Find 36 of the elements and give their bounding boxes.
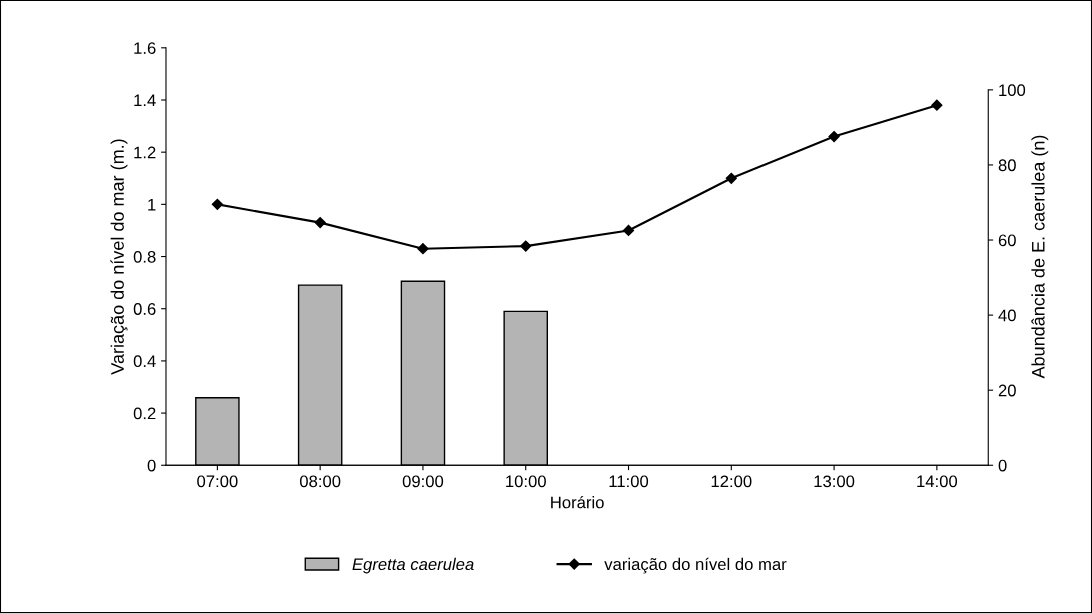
point <box>417 243 429 255</box>
point <box>314 217 326 229</box>
y-tick-label: 0.8 <box>133 250 156 263</box>
y-tick-label: 0.2 <box>133 407 156 420</box>
point <box>622 224 635 237</box>
y-tick-label: 1.2 <box>134 146 156 159</box>
point <box>828 130 840 143</box>
y-tick-label: 1.4 <box>134 94 156 107</box>
x-tick-label: 12:00 <box>711 475 752 488</box>
x-tick-label: 10:00 <box>506 475 546 488</box>
y-tick-label: 0.4 <box>133 355 156 368</box>
y-tick-label: 0.6 <box>133 303 156 315</box>
y2-tick-label: 40 <box>998 309 1016 322</box>
y2-tick-label: 100 <box>999 84 1026 97</box>
point <box>725 172 737 184</box>
y2-axis-title: Abundância de E. caerulea (n) <box>1031 135 1049 379</box>
y-axis-title: Variação do nível do mar (m.) <box>110 139 128 375</box>
y2-tick-label: 60 <box>998 234 1016 247</box>
point <box>211 198 223 210</box>
point <box>520 240 532 252</box>
legend-label: Egretta caerulea <box>352 557 474 574</box>
x-tick-label: 08:00 <box>299 475 341 488</box>
x-tick-label: 07:00 <box>197 475 238 488</box>
y2-tick-label: 20 <box>998 384 1016 397</box>
x-tick-label: 14:00 <box>917 475 958 488</box>
y-tick-label: 0 <box>147 459 156 472</box>
legend-label: variação do nível do mar <box>604 557 787 574</box>
x-tick-label: 11:00 <box>609 475 649 488</box>
y2-tick-label: 0 <box>998 459 1007 472</box>
point <box>931 99 943 111</box>
x-tick-label: 09:00 <box>402 475 444 488</box>
x-tick-label: 13:00 <box>814 475 855 488</box>
y2-tick-label: 80 <box>998 159 1016 172</box>
y-tick-label: 1.6 <box>134 42 156 55</box>
x-axis-title: Horário <box>551 495 604 509</box>
y-tick-label: 1 <box>148 198 156 211</box>
